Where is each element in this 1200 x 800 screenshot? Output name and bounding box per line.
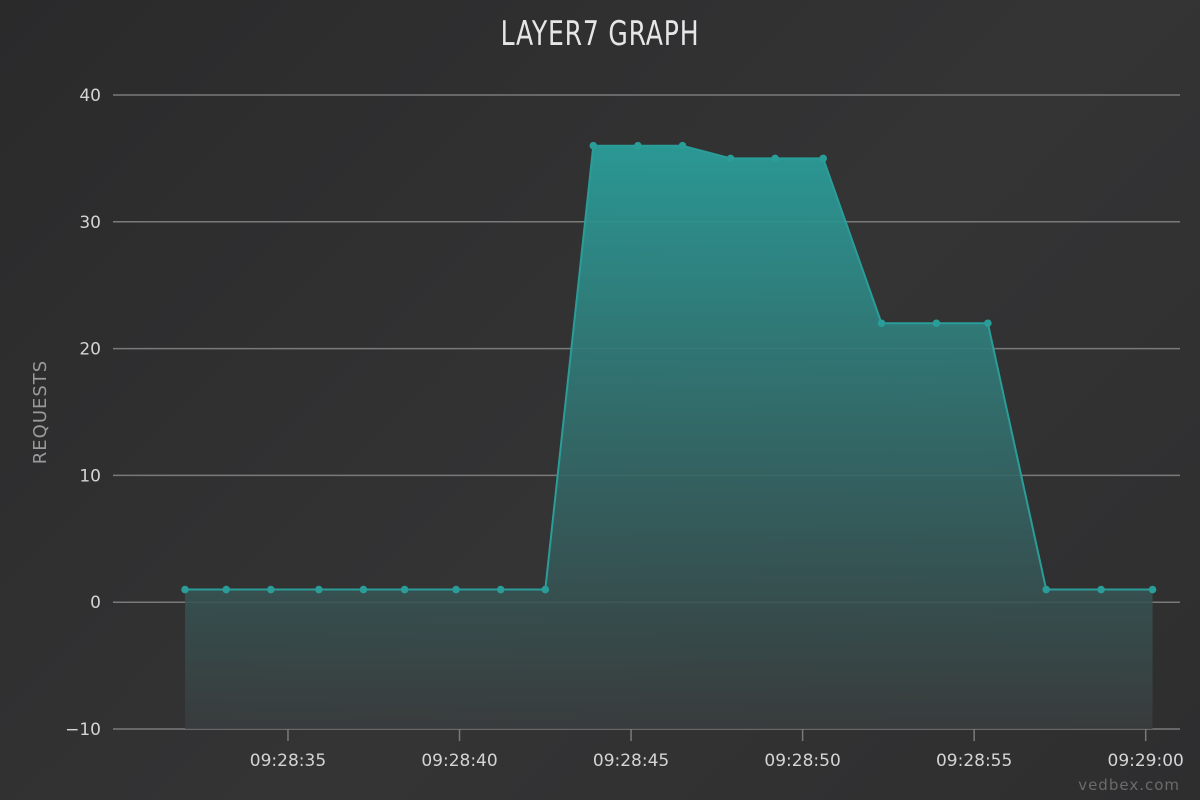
data-point xyxy=(267,585,275,594)
data-point xyxy=(359,585,368,594)
data-point xyxy=(222,585,231,594)
x-tick-label: 09:28:35 xyxy=(250,751,326,771)
data-point xyxy=(678,141,687,150)
y-tick-label: 40 xyxy=(79,86,101,106)
data-point xyxy=(877,319,886,328)
data-point xyxy=(496,585,505,594)
x-tick-label: 09:29:00 xyxy=(1108,751,1184,771)
y-axis-ticks: −10 0 10 20 30 40 xyxy=(65,86,101,740)
data-point xyxy=(819,154,827,163)
y-tick-label: 0 xyxy=(90,593,101,613)
data-point xyxy=(984,319,992,328)
series-area xyxy=(185,144,1153,730)
data-point xyxy=(589,141,598,150)
y-tick-label: −10 xyxy=(65,720,101,740)
data-point xyxy=(932,319,941,328)
area-fill xyxy=(185,145,1153,730)
x-axis-ticks: 09:28:35 09:28:40 09:28:45 09:28:50 09:28:55… xyxy=(250,729,1184,771)
x-tick-label: 09:28:55 xyxy=(936,751,1012,771)
x-tick-label: 09:28:50 xyxy=(764,751,840,771)
data-point xyxy=(181,585,189,594)
data-point xyxy=(726,154,735,163)
chart-title: LAYER7 GRAPH xyxy=(500,14,700,54)
data-point xyxy=(1148,585,1157,594)
data-point xyxy=(452,585,460,594)
credit-watermark: vedbex.com xyxy=(1078,776,1180,794)
data-point xyxy=(1042,585,1050,594)
y-tick-label: 30 xyxy=(79,213,101,233)
data-point xyxy=(315,585,323,594)
data-point xyxy=(400,585,409,594)
data-point xyxy=(1097,585,1105,594)
data-point xyxy=(771,154,779,163)
data-point xyxy=(634,141,642,150)
x-tick-label: 09:28:40 xyxy=(421,751,497,771)
y-tick-label: 20 xyxy=(79,340,101,360)
y-axis-label: REQUESTS xyxy=(30,360,51,464)
y-tick-label: 10 xyxy=(79,466,101,486)
x-tick-label: 09:28:45 xyxy=(593,751,669,771)
data-point xyxy=(541,585,550,594)
series-points xyxy=(181,141,1157,594)
